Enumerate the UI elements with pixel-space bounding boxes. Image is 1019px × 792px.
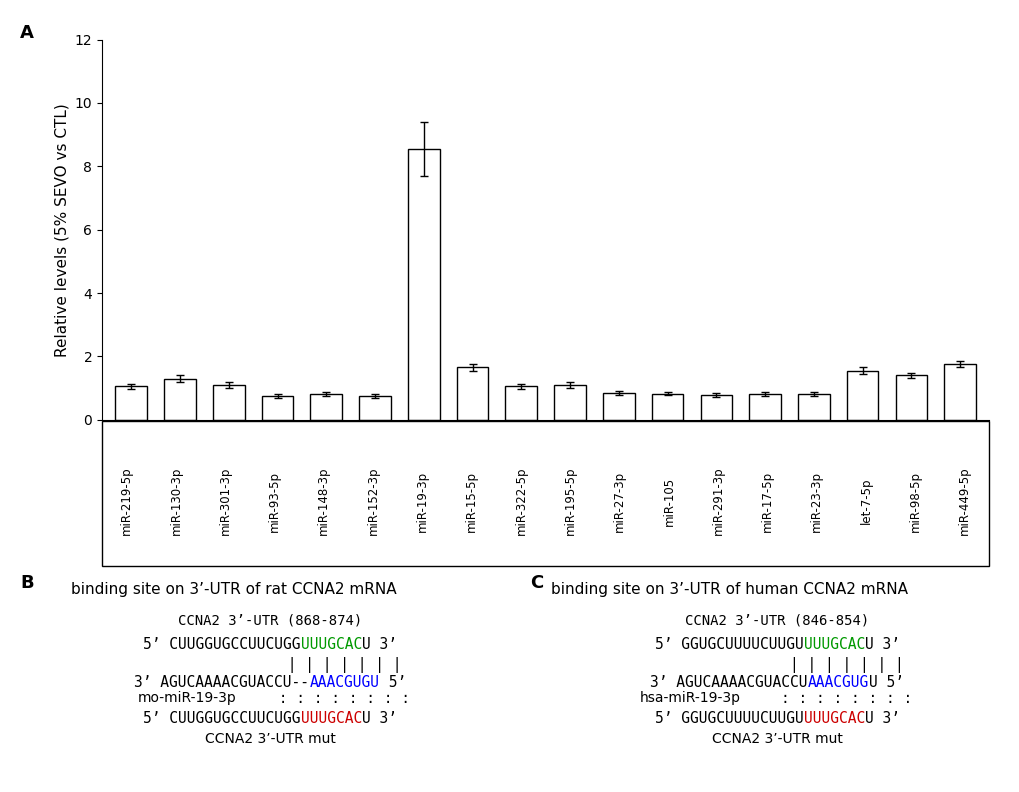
Bar [651,394,683,420]
Text: U 3’: U 3’ [362,711,397,726]
Text: UUUGCAC: UUUGCAC [803,711,864,726]
Text: miR-98-5p: miR-98-5p [908,470,921,531]
Bar [700,395,732,420]
Text: UUUGCAC: UUUGCAC [301,637,362,652]
Text: miR-105: miR-105 [661,477,675,526]
Text: miR-148-3p: miR-148-3p [317,466,330,535]
Text: miR-195-5p: miR-195-5p [564,466,577,535]
Text: CCNA2 3’-UTR (846-854): CCNA2 3’-UTR (846-854) [685,614,868,628]
Text: miR-219-5p: miR-219-5p [120,466,133,535]
Text: A: A [20,24,35,42]
Bar [115,386,147,420]
Text: miR-449-5p: miR-449-5p [957,466,970,535]
Text: CCNA2 3’-UTR mut: CCNA2 3’-UTR mut [711,732,842,746]
Text: : : : : : : : :: : : : : : : : : [130,691,410,706]
Text: C: C [530,574,543,592]
Text: 5’: 5’ [379,675,406,690]
Text: AAACGUGU: AAACGUGU [310,675,379,690]
Text: let-7-5p: let-7-5p [859,478,872,524]
Text: CCNA2 3’-UTR mut: CCNA2 3’-UTR mut [205,732,335,746]
Bar [944,364,975,420]
Text: U 3’: U 3’ [864,711,899,726]
Bar [602,393,634,420]
Text: UUUGCAC: UUUGCAC [803,637,864,652]
Text: | | | | | | |: | | | | | | | [649,657,903,673]
Text: miR-291-3p: miR-291-3p [711,466,725,535]
Text: U 5’: U 5’ [868,675,904,690]
Text: binding site on 3’-UTR of human CCNA2 mRNA: binding site on 3’-UTR of human CCNA2 mR… [550,582,907,597]
Text: hsa-miR-19-3p: hsa-miR-19-3p [639,691,740,705]
Text: miR-152-3p: miR-152-3p [366,466,379,535]
Bar [213,385,245,420]
Text: 5’ CUUGGUGCCUUCUGG: 5’ CUUGGUGCCUUCUGG [143,637,301,652]
Text: miR-27-3p: miR-27-3p [612,470,626,531]
Bar [749,394,781,420]
Text: miR-130-3p: miR-130-3p [169,466,182,535]
Bar [164,379,196,420]
Text: : : : : : : : :: : : : : : : : : [641,691,912,706]
Text: 5’ GGUGCUUUUCUUGU: 5’ GGUGCUUUUCUUGU [654,711,803,726]
Bar [310,394,341,420]
Text: UUUGCAC: UUUGCAC [301,711,362,726]
Text: 3’ AGUCAAAACGUACCU--: 3’ AGUCAAAACGUACCU-- [135,675,309,690]
Bar [895,375,926,420]
Text: miR-17-5p: miR-17-5p [760,470,773,531]
Bar [359,396,390,420]
Bar [457,367,488,420]
Bar [408,149,439,420]
Y-axis label: Relative levels (5% SEVO vs CTL): Relative levels (5% SEVO vs CTL) [54,103,69,356]
Bar [505,386,537,420]
Text: miR-301-3p: miR-301-3p [218,466,231,535]
Text: miR-23-3p: miR-23-3p [809,470,822,531]
Bar [553,385,585,420]
Text: | | | | | | |: | | | | | | | [139,657,400,673]
Bar [262,396,293,420]
Text: miR-19-3p: miR-19-3p [416,470,429,531]
Text: miR-322-5p: miR-322-5p [514,466,527,535]
Text: miR-15-5p: miR-15-5p [465,470,478,531]
Text: binding site on 3’-UTR of rat CCNA2 mRNA: binding site on 3’-UTR of rat CCNA2 mRNA [71,582,396,597]
Text: CCNA2 3’-UTR (868-874): CCNA2 3’-UTR (868-874) [178,614,362,628]
Text: AAACGUG: AAACGUG [807,675,868,690]
Bar [797,394,828,420]
Text: U 3’: U 3’ [864,637,899,652]
Bar [846,371,877,420]
Text: 5’ CUUGGUGCCUUCUGG: 5’ CUUGGUGCCUUCUGG [143,711,301,726]
Text: 5’ GGUGCUUUUCUUGU: 5’ GGUGCUUUUCUUGU [654,637,803,652]
Text: miR-93-5p: miR-93-5p [268,470,281,531]
Text: 3’ AGUCAAAACGUACCU: 3’ AGUCAAAACGUACCU [649,675,807,690]
Text: B: B [20,574,34,592]
Text: U 3’: U 3’ [362,637,397,652]
Text: mo-miR-19-3p: mo-miR-19-3p [138,691,236,705]
